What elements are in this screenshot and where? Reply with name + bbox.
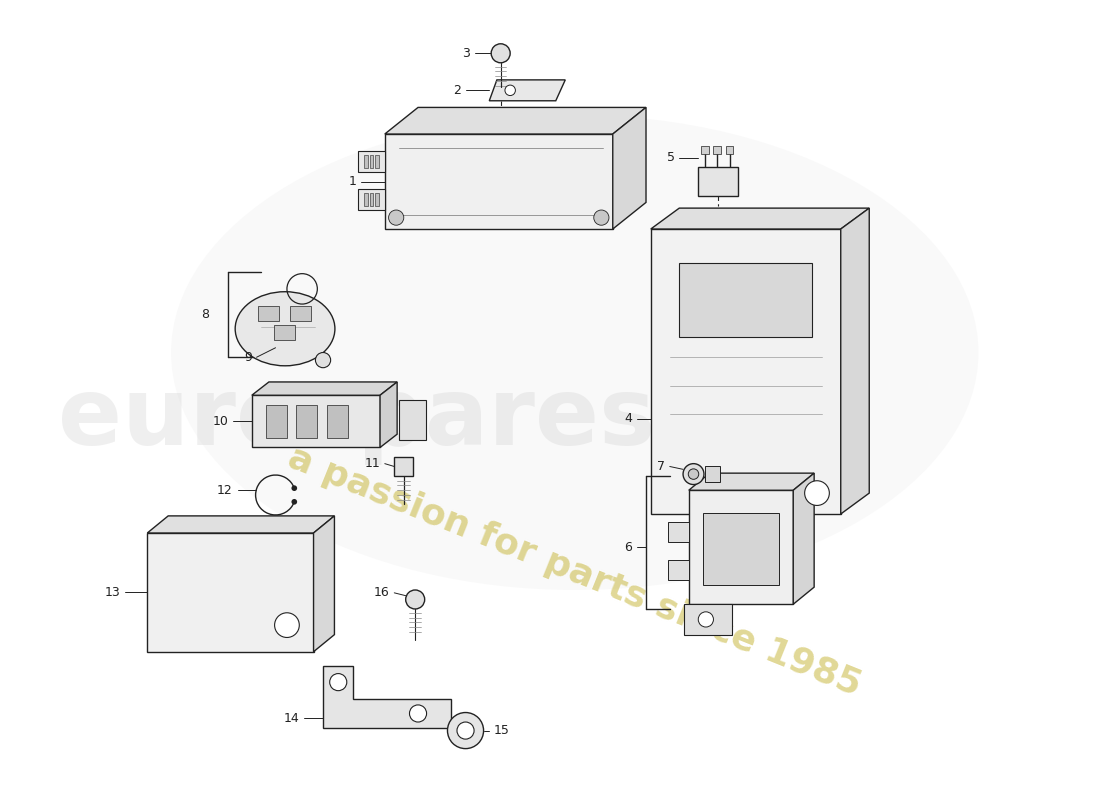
Text: a passion for parts since 1985: a passion for parts since 1985 [283, 440, 867, 702]
Polygon shape [323, 666, 451, 728]
Circle shape [448, 713, 484, 749]
Circle shape [316, 353, 331, 368]
Polygon shape [364, 193, 367, 206]
Text: 15: 15 [494, 724, 510, 737]
Text: 1: 1 [349, 175, 356, 188]
Polygon shape [359, 151, 385, 172]
Polygon shape [379, 382, 397, 447]
Polygon shape [314, 516, 334, 652]
Text: 16: 16 [374, 586, 389, 599]
Text: 12: 12 [217, 484, 233, 497]
Polygon shape [684, 604, 732, 634]
Polygon shape [399, 400, 426, 440]
Polygon shape [364, 155, 367, 168]
Polygon shape [703, 513, 779, 586]
Polygon shape [370, 193, 373, 206]
Polygon shape [698, 167, 738, 196]
Text: 13: 13 [104, 586, 121, 599]
Polygon shape [651, 208, 869, 229]
Polygon shape [385, 134, 613, 229]
Text: 5: 5 [667, 151, 674, 164]
Text: 2: 2 [453, 84, 461, 97]
Text: 11: 11 [364, 457, 380, 470]
Text: 14: 14 [284, 712, 299, 725]
Polygon shape [359, 189, 385, 210]
Text: 7: 7 [657, 460, 665, 473]
Polygon shape [258, 306, 279, 321]
Polygon shape [394, 457, 414, 476]
Circle shape [492, 44, 510, 62]
Polygon shape [147, 516, 334, 533]
Polygon shape [274, 325, 295, 340]
Circle shape [804, 481, 829, 506]
Polygon shape [385, 107, 646, 134]
Polygon shape [689, 473, 814, 490]
Polygon shape [490, 80, 565, 101]
Circle shape [594, 210, 609, 226]
Polygon shape [252, 382, 397, 395]
Polygon shape [705, 466, 720, 482]
Polygon shape [726, 146, 734, 154]
Circle shape [292, 499, 297, 505]
Text: 6: 6 [624, 541, 631, 554]
Polygon shape [714, 146, 722, 154]
Circle shape [698, 612, 714, 627]
Polygon shape [289, 306, 310, 321]
Circle shape [330, 674, 346, 690]
Circle shape [456, 722, 474, 739]
Polygon shape [147, 533, 314, 652]
Text: 9: 9 [244, 350, 252, 364]
Circle shape [409, 705, 427, 722]
Text: 4: 4 [624, 413, 631, 426]
Polygon shape [689, 490, 793, 604]
Circle shape [505, 85, 516, 95]
Text: 3: 3 [462, 46, 471, 60]
Circle shape [292, 486, 297, 491]
Polygon shape [613, 107, 646, 229]
Text: eurospares: eurospares [57, 373, 654, 465]
Polygon shape [651, 229, 840, 514]
Circle shape [406, 590, 425, 609]
Polygon shape [266, 405, 287, 438]
Polygon shape [668, 522, 689, 542]
Circle shape [388, 210, 404, 226]
Polygon shape [840, 208, 869, 514]
Polygon shape [370, 155, 373, 168]
Polygon shape [668, 559, 689, 581]
Polygon shape [252, 395, 380, 447]
Polygon shape [793, 473, 814, 604]
Circle shape [275, 613, 299, 638]
Text: 10: 10 [212, 415, 228, 428]
Polygon shape [680, 263, 812, 338]
Ellipse shape [172, 115, 979, 590]
Text: 8: 8 [201, 308, 209, 321]
Circle shape [683, 464, 704, 485]
Polygon shape [375, 155, 379, 168]
Polygon shape [296, 405, 317, 438]
Ellipse shape [235, 292, 334, 366]
Circle shape [689, 469, 698, 479]
Polygon shape [327, 405, 348, 438]
Polygon shape [701, 146, 708, 154]
Polygon shape [375, 193, 379, 206]
